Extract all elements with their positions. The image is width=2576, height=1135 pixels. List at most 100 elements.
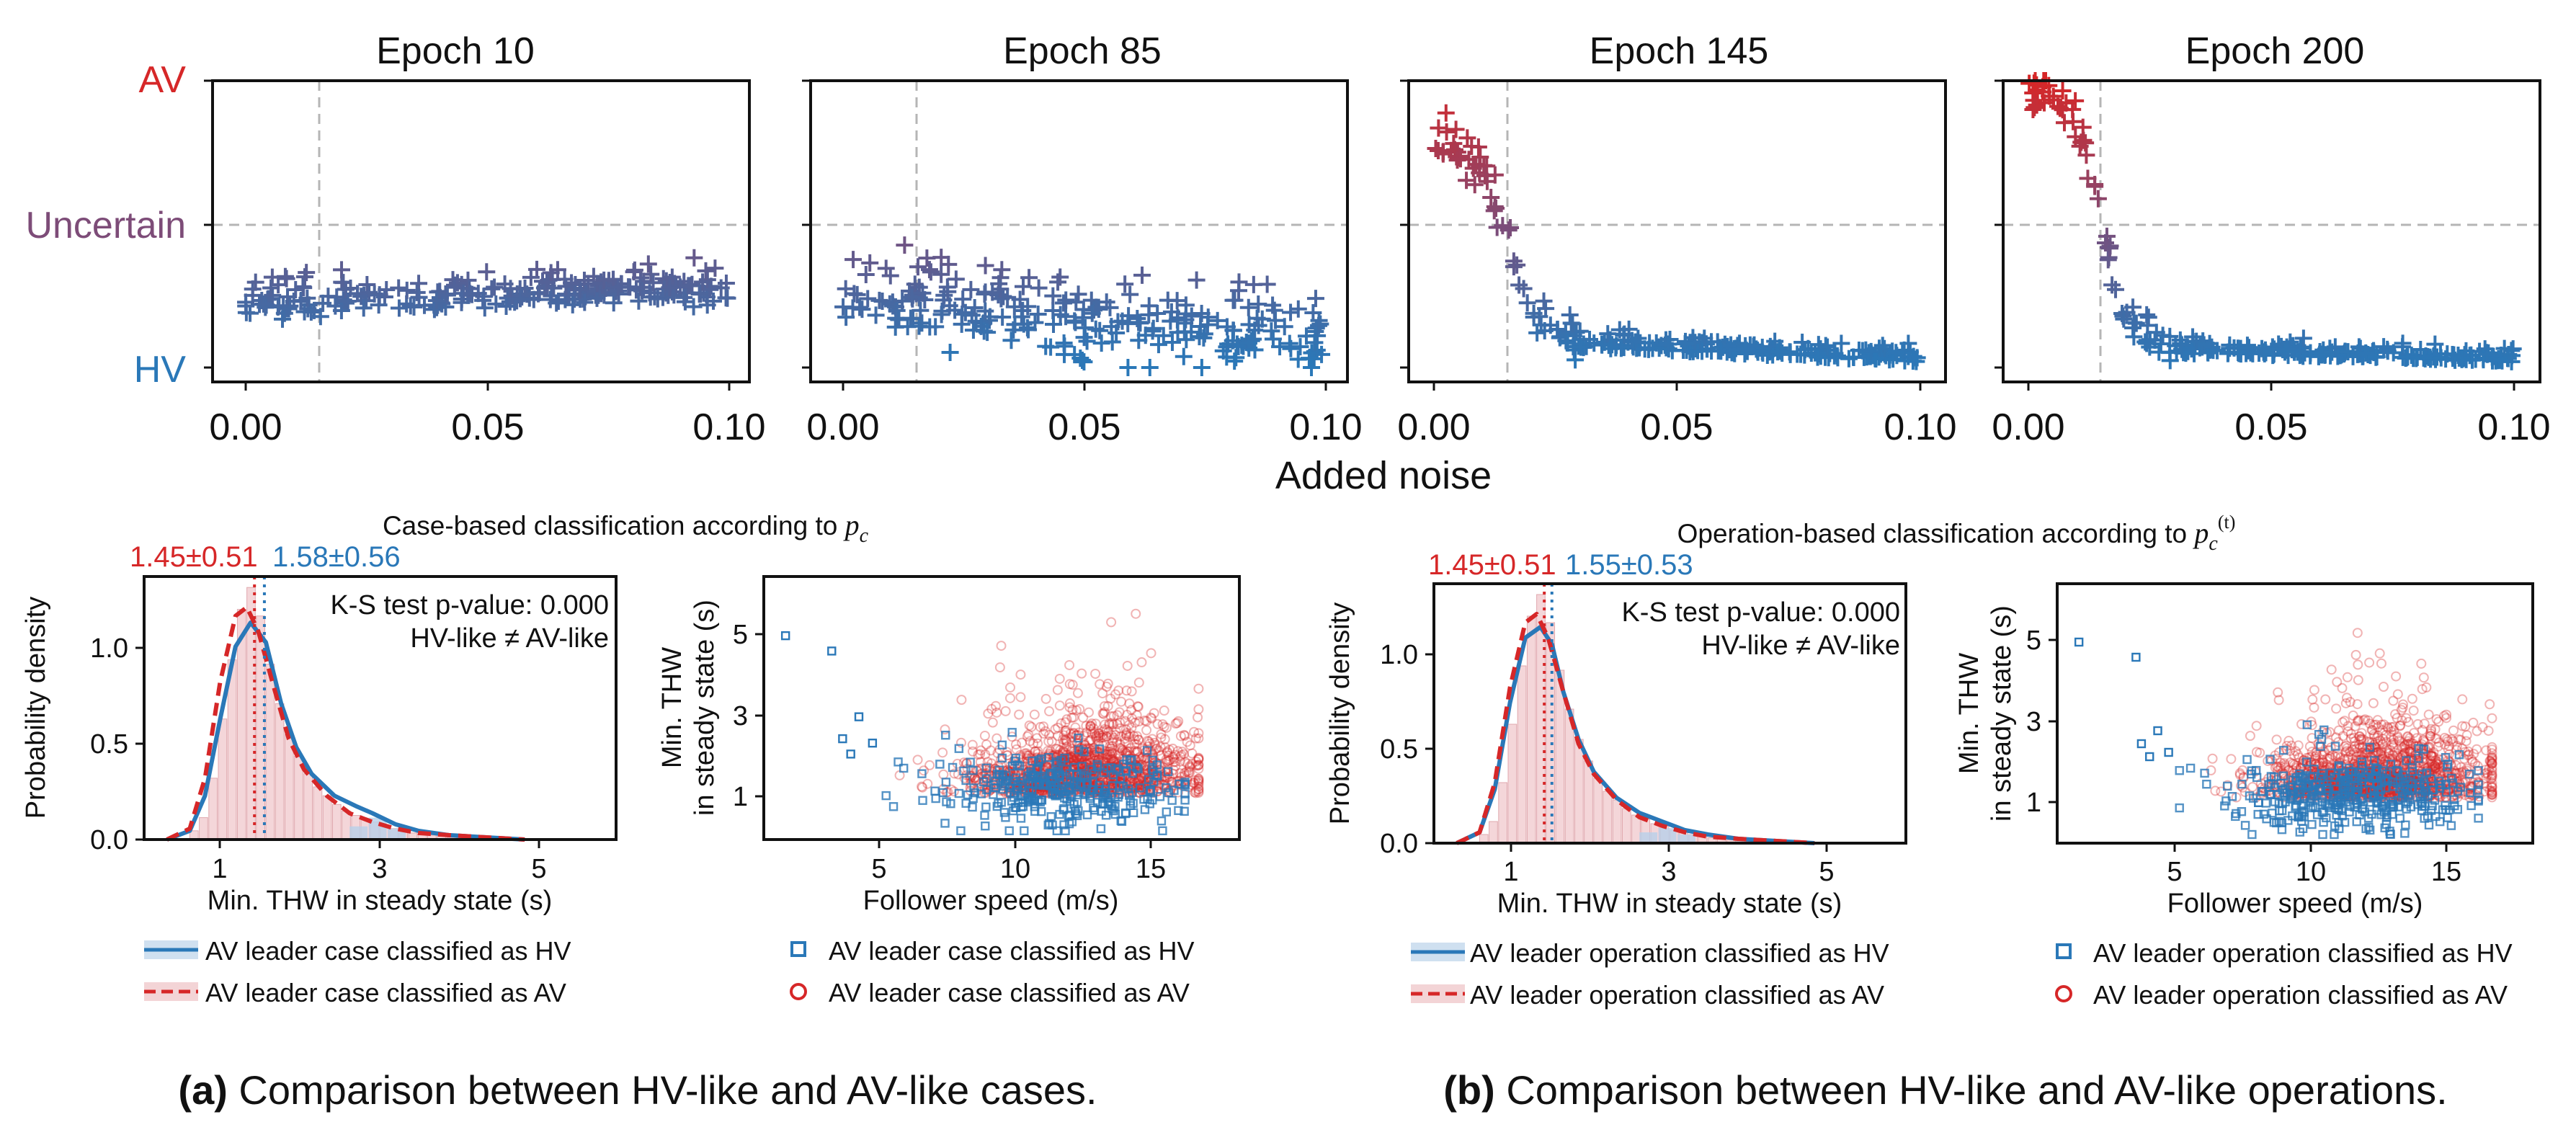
scatter-point-av	[994, 662, 1005, 673]
scatter-point-av	[2364, 657, 2375, 668]
scatter-point	[1447, 120, 1465, 138]
scatter-point	[1488, 218, 1506, 236]
legend-label-av: AV leader case classified as AV	[829, 978, 1190, 1007]
y-tick-label: 0.0	[1380, 829, 1418, 859]
scatter-point	[1116, 275, 1134, 293]
x-tick-label: 3	[372, 854, 387, 884]
scatter-point-av	[1168, 768, 1179, 779]
scatter-point-av	[1067, 680, 1078, 690]
scatter-point	[2291, 342, 2309, 360]
scatter-point-av	[1088, 723, 1099, 734]
panel-title: Epoch 85	[1003, 30, 1162, 72]
scatter-point	[1458, 172, 1476, 190]
scatter-point-hv	[881, 791, 891, 801]
scatter-point	[390, 279, 408, 297]
scatter-point	[1130, 331, 1148, 350]
scatter-point	[563, 295, 581, 313]
scatter-point-av	[1113, 749, 1124, 760]
scatter-point	[1430, 119, 1448, 137]
scatter-point	[1144, 319, 1162, 337]
grid-lines	[213, 81, 749, 382]
scatter-point	[1535, 292, 1553, 310]
scatter-point-av	[979, 772, 990, 783]
scatter-point-av	[2251, 721, 2262, 731]
scatter-point-av	[1193, 775, 1204, 785]
scatter-point	[609, 278, 627, 296]
scatter-point	[966, 299, 984, 317]
scatter-point-av	[1193, 712, 1203, 723]
scatter-point-av	[1079, 731, 1089, 742]
scatter-point	[1069, 285, 1087, 303]
scatter-point-av	[1161, 722, 1172, 733]
scatter-point	[2367, 348, 2385, 366]
scatter-point	[1177, 331, 1195, 349]
scatter-point-av	[1084, 736, 1095, 747]
scatter-point-av	[1167, 752, 1178, 762]
y-tick-label: 0.5	[90, 729, 128, 760]
scatter-point	[1044, 287, 1062, 305]
scatter-point	[685, 298, 703, 316]
scatter-point	[633, 282, 651, 300]
x-tick-label: 10	[1000, 854, 1030, 884]
scatter-point	[1482, 189, 1500, 207]
scatter-point	[398, 281, 416, 299]
scatter-point-hv	[2242, 755, 2252, 765]
scatter-point-hv	[1167, 796, 1177, 805]
scatter-point-av	[1112, 736, 1123, 747]
y-tick-label: 1.0	[90, 633, 128, 664]
panel-title: Epoch 145	[1590, 30, 1769, 72]
scatter-point	[2067, 128, 2085, 146]
scatter-point	[1486, 197, 1504, 215]
scatter-point	[2138, 331, 2156, 350]
scatter-point	[2138, 306, 2156, 324]
histogram-bar-av	[1507, 724, 1517, 844]
scatter-point	[927, 318, 945, 336]
scatter-point	[947, 270, 965, 288]
x-tick-label: 0.05	[1640, 406, 1713, 448]
scatter-point-av	[938, 769, 949, 780]
scatter-point-av	[1064, 659, 1075, 670]
scatter-point-av	[1183, 765, 1194, 776]
scatter-point	[694, 273, 712, 291]
scatter-point-av	[1105, 711, 1116, 722]
caption-a-label: (a)	[178, 1067, 227, 1113]
scatter-point-av	[2374, 648, 2385, 659]
scatter-point	[630, 292, 648, 310]
scatter-point	[976, 257, 994, 275]
scatter-point-av	[2226, 754, 2237, 765]
scatter-point-hv	[1020, 826, 1029, 836]
scatter-point	[2136, 333, 2154, 351]
scatter-point-av	[1193, 683, 1204, 694]
scatter-point-av	[2407, 693, 2417, 704]
scatter-point-av	[937, 747, 948, 758]
scatter-point	[639, 255, 657, 273]
scatter-points	[780, 608, 1204, 836]
scatter-point	[940, 297, 958, 315]
scatter-point-av	[1146, 648, 1156, 659]
histogram-bar-av	[331, 804, 342, 840]
scatter-point-av	[1149, 737, 1160, 748]
scatter-point	[717, 289, 735, 307]
scatter-point-hv	[930, 786, 940, 796]
scatter-point	[2125, 313, 2143, 331]
scatter-point-av	[1084, 754, 1095, 765]
scatter-point-av	[1107, 748, 1118, 759]
scatter-point-av	[1084, 707, 1095, 718]
scatter-point	[1904, 347, 1922, 365]
scatter-point-av	[912, 755, 923, 765]
scatter-point-av	[1140, 747, 1151, 757]
x-tick-label: 0.05	[2234, 406, 2307, 448]
scatter-point	[497, 297, 515, 315]
scatter-point-av	[1132, 746, 1143, 757]
scatter-point-av	[1052, 744, 1063, 755]
panel-b-speed: 1 3 5 5 10 15 Follower speed (m/s) Min. …	[1954, 582, 2534, 919]
scatter-point-av	[1054, 700, 1065, 711]
scatter-point-av	[1097, 732, 1108, 743]
scatter-point-av	[1184, 762, 1195, 773]
scatter-point	[2503, 347, 2521, 365]
scatter-point	[425, 301, 443, 319]
scatter-point	[2086, 176, 2104, 194]
scatter-point-hv	[935, 760, 945, 769]
legend-label-hv: AV leader operation classified as HV	[1470, 938, 1889, 968]
legend-a-speed: AV leader case classified as HV AV leade…	[790, 936, 1195, 1007]
